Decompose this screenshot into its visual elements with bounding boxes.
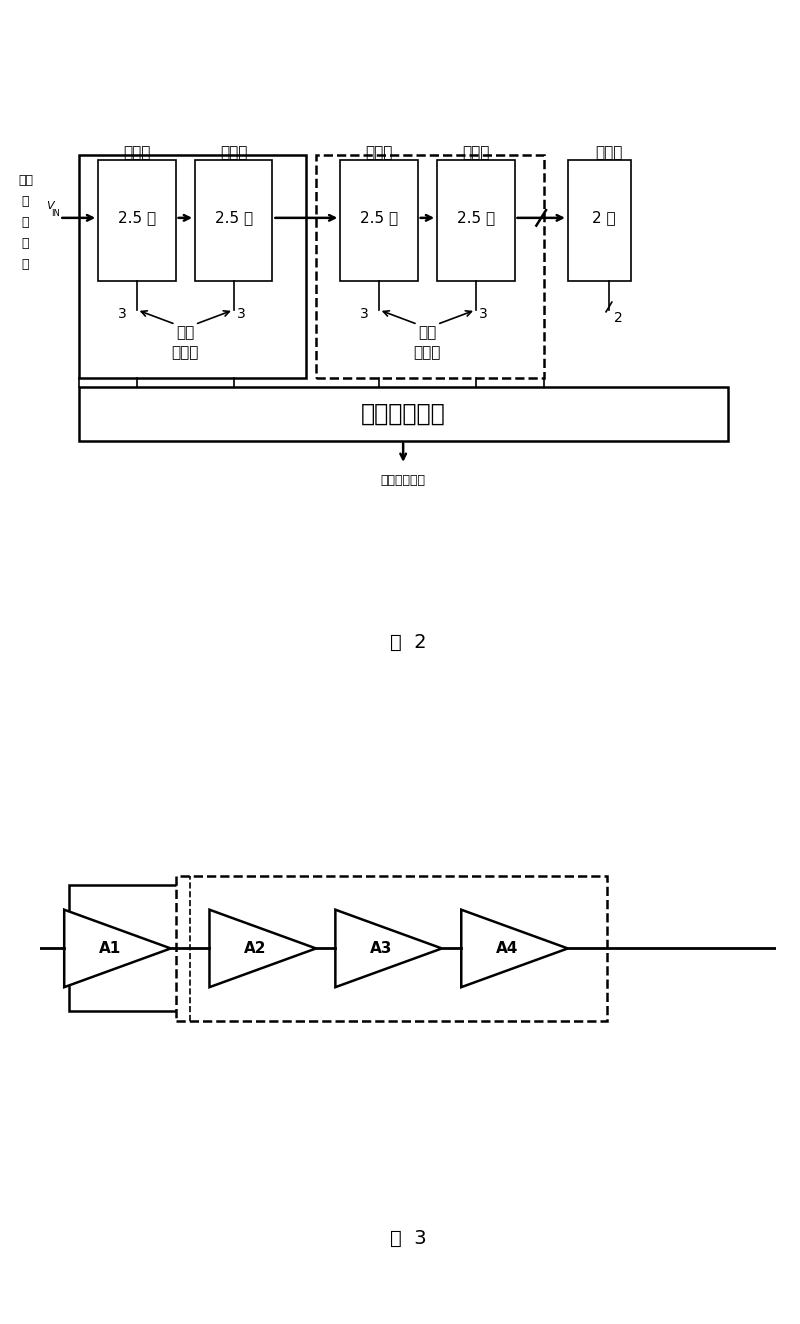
- Text: A1: A1: [98, 941, 121, 956]
- Text: A3: A3: [370, 941, 392, 956]
- Polygon shape: [210, 910, 316, 988]
- Bar: [175, 875, 606, 1021]
- Text: 图  3: 图 3: [390, 1229, 426, 1247]
- Text: 数字冒余校正: 数字冒余校正: [361, 402, 446, 426]
- Text: 第五级: 第五级: [595, 146, 622, 160]
- Bar: [98, 160, 175, 281]
- Text: 第一级: 第一级: [123, 146, 150, 160]
- Text: 2.5 位: 2.5 位: [360, 211, 398, 225]
- Bar: [316, 155, 543, 377]
- Bar: [78, 155, 306, 377]
- Text: 3: 3: [237, 307, 246, 320]
- Text: 输出数字信号: 输出数字信号: [381, 474, 426, 487]
- Text: 2 位: 2 位: [592, 211, 616, 225]
- Text: 2: 2: [614, 311, 623, 324]
- Text: 第三级: 第三级: [366, 146, 393, 160]
- Bar: [568, 160, 630, 281]
- Text: 2.5 位: 2.5 位: [214, 211, 253, 225]
- Text: 第四级: 第四级: [462, 146, 490, 160]
- Bar: [437, 160, 514, 281]
- Text: 共享: 共享: [418, 326, 437, 340]
- Text: 放大器: 放大器: [414, 346, 441, 360]
- Bar: [69, 886, 466, 1012]
- Polygon shape: [335, 910, 442, 988]
- Text: 输入
模
拟
信
号: 输入 模 拟 信 号: [18, 175, 33, 271]
- Text: A2: A2: [244, 941, 266, 956]
- Text: 2.5 位: 2.5 位: [457, 211, 495, 225]
- Polygon shape: [64, 910, 170, 988]
- Polygon shape: [462, 910, 568, 988]
- Text: 3: 3: [118, 307, 126, 320]
- Text: A4: A4: [495, 941, 518, 956]
- Text: IN: IN: [51, 208, 60, 217]
- Text: V: V: [46, 201, 54, 212]
- Bar: [78, 388, 727, 441]
- Text: 3: 3: [360, 307, 369, 320]
- Text: 3: 3: [479, 307, 488, 320]
- Text: 共享: 共享: [176, 326, 194, 340]
- Text: 图  2: 图 2: [390, 633, 426, 651]
- Text: 2.5 位: 2.5 位: [118, 211, 156, 225]
- Text: 第二级: 第二级: [220, 146, 247, 160]
- Text: 放大器: 放大器: [171, 346, 199, 360]
- Bar: [195, 160, 273, 281]
- Bar: [340, 160, 418, 281]
